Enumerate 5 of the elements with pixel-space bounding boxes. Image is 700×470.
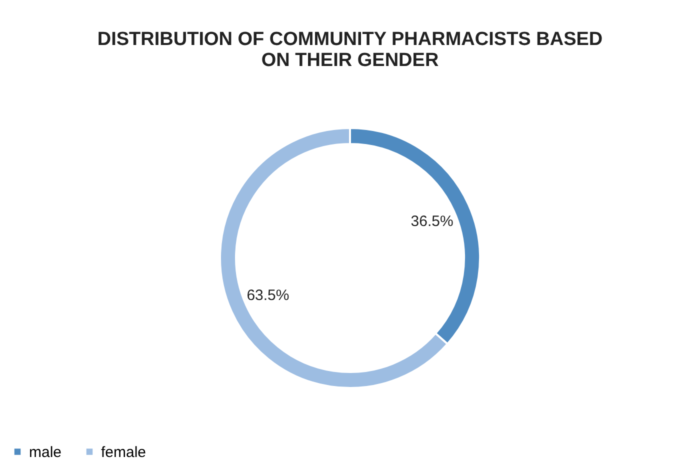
data-label: 36.5% xyxy=(410,212,454,230)
legend-label: male xyxy=(29,444,62,461)
data-label: 63.5% xyxy=(246,287,290,304)
legend-label: female xyxy=(101,444,146,461)
chart-title: DISTRIBUTION OF COMMUNITY PHARMACISTS BASED ON THEIR GENDER xyxy=(97,29,603,71)
